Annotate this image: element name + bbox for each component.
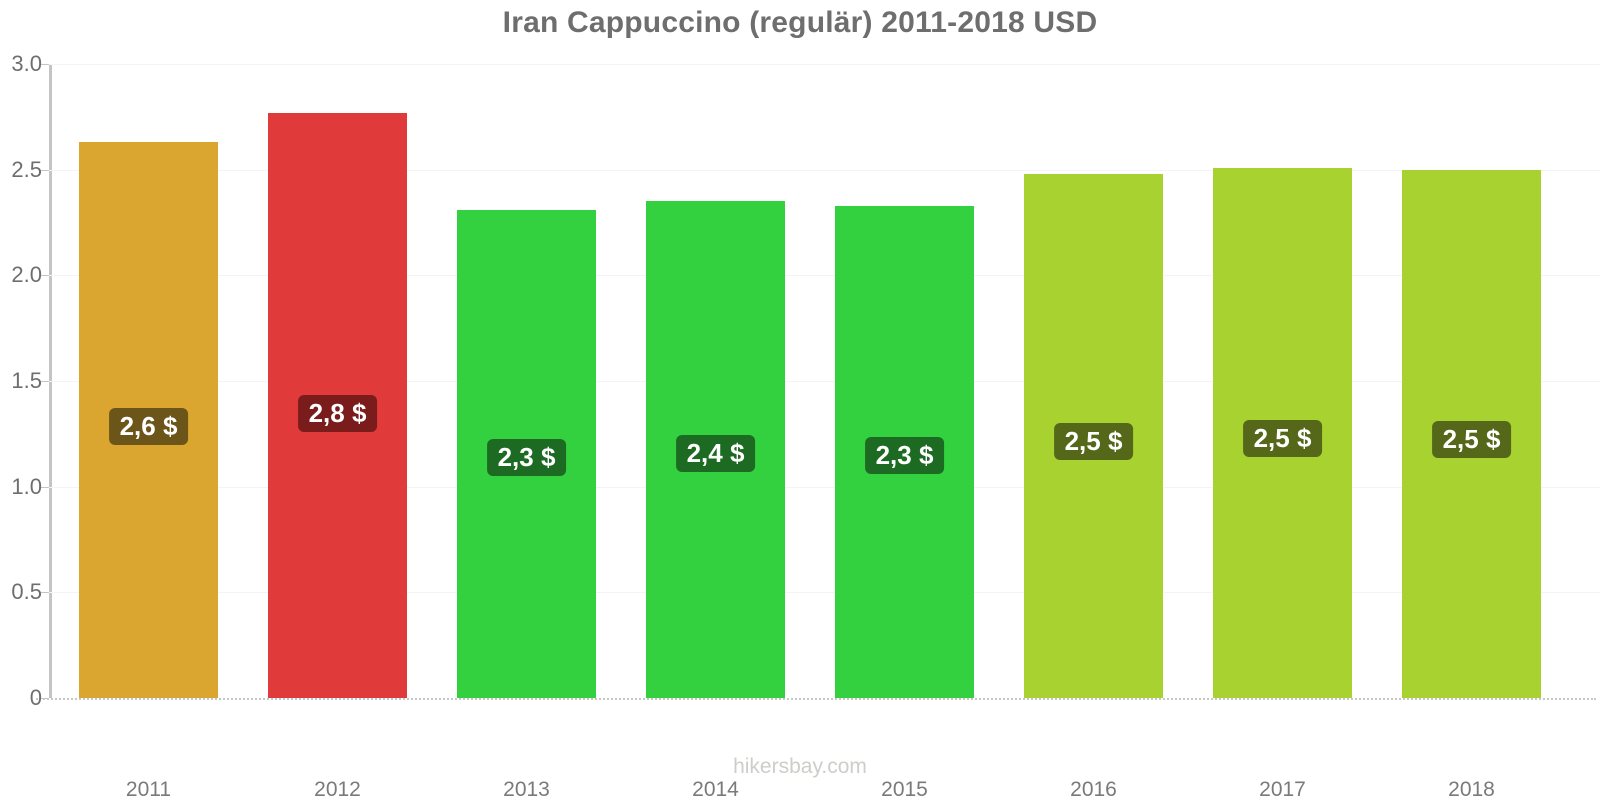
gridline [49, 486, 1600, 488]
bar-value-label: 2,8 $ [297, 394, 378, 432]
plot-area: 0 0.5 1.0 1.5 2.0 2.5 3.0 2,6 $ 2011 2,8 $ 2012 2,3… [11, 51, 1600, 801]
y-axis-tick-label: 0 [29, 685, 42, 710]
y-axis-tick-mark [41, 698, 49, 699]
watermark: hikersbay.com [733, 755, 867, 778]
bar-2012[interactable]: 2,8 $ [268, 112, 407, 698]
bar-value-label: 2,5 $ [1053, 422, 1134, 460]
y-axis-tick-label: 2.0 [11, 262, 42, 288]
x-axis-line [36, 698, 1596, 700]
bar-value-label: 2,4 $ [675, 435, 756, 473]
bar-2016[interactable]: 2,5 $ [1024, 173, 1163, 698]
x-axis-label-2017: 2017 [1259, 778, 1306, 801]
bar-2014[interactable]: 2,4 $ [646, 201, 785, 698]
bar-2017[interactable]: 2,5 $ [1213, 167, 1352, 698]
x-axis-label-2015: 2015 [881, 778, 928, 801]
y-axis-tick-label: 2.5 [11, 156, 42, 182]
y-axis-tick-label: 1.0 [11, 473, 42, 499]
gridline [49, 592, 1600, 594]
gridline [49, 275, 1600, 277]
y-axis-tick-mark [41, 486, 49, 488]
x-axis-label-2011: 2011 [125, 778, 172, 801]
y-axis-tick-mark [41, 592, 49, 594]
bar-2011[interactable]: 2,6 $ [79, 142, 218, 698]
bar-2018[interactable]: 2,5 $ [1402, 169, 1541, 698]
bar-value-label: 2,3 $ [486, 438, 567, 476]
bar-value-label: 2,6 $ [108, 408, 189, 446]
bar-2013[interactable]: 2,3 $ [457, 209, 596, 698]
y-axis-tick-mark [41, 275, 49, 277]
chart-title: Iran Cappuccino (regulär) 2011-2018 USD [502, 6, 1098, 39]
y-axis-tick-mark [41, 64, 49, 65]
y-axis-tick-label: 1.5 [11, 368, 42, 393]
y-axis-tick-label: 3.0 [11, 51, 42, 76]
gridline [49, 381, 1600, 382]
bar-value-label: 2,5 $ [1431, 420, 1512, 458]
bar-value-label: 2,5 $ [1242, 419, 1323, 457]
y-axis-tick-label: 0.5 [11, 579, 42, 605]
x-axis-label-2014: 2014 [692, 778, 739, 801]
gridline [49, 169, 1600, 171]
bar-value-label: 2,3 $ [864, 436, 945, 474]
gridline [49, 64, 1600, 65]
bar-2015[interactable]: 2,3 $ [835, 205, 974, 698]
x-axis-label-2018: 2018 [1448, 778, 1495, 801]
y-axis-tick-mark [41, 169, 49, 171]
x-axis-label-2016: 2016 [1070, 778, 1117, 801]
y-axis-tick-mark [41, 381, 49, 382]
x-axis-label-2012: 2012 [314, 778, 361, 801]
x-axis-label-2013: 2013 [503, 778, 550, 801]
